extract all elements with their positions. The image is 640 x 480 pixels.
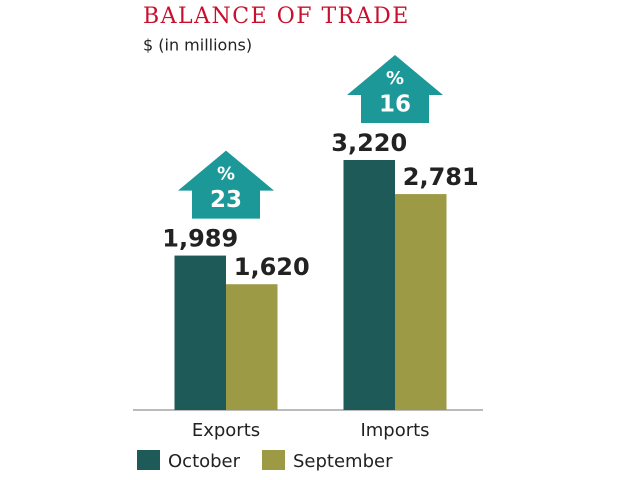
bar bbox=[395, 194, 447, 410]
value-label: 1,989 bbox=[162, 225, 238, 253]
value-label: 3,220 bbox=[331, 129, 407, 157]
change-symbol: % bbox=[217, 164, 235, 185]
chart-subtitle: $ (in millions) bbox=[143, 36, 252, 55]
x-tick-label: Imports bbox=[360, 420, 429, 441]
value-label: 2,781 bbox=[403, 163, 479, 191]
change-symbol: % bbox=[386, 68, 404, 89]
legend-label: September bbox=[293, 451, 393, 472]
change-arrow bbox=[347, 55, 443, 123]
legend-swatch bbox=[137, 450, 160, 470]
legend-label: October bbox=[168, 451, 241, 472]
bar bbox=[343, 160, 395, 410]
legend-swatch bbox=[262, 450, 285, 470]
change-value: 16 bbox=[379, 92, 411, 118]
change-value: 23 bbox=[210, 187, 242, 213]
x-tick-label: Exports bbox=[192, 420, 260, 441]
chart-title: BALANCE OF TRADE bbox=[143, 4, 410, 29]
bar bbox=[174, 255, 226, 410]
change-arrow bbox=[178, 150, 274, 219]
value-label: 1,620 bbox=[234, 253, 310, 281]
bar bbox=[226, 284, 278, 410]
